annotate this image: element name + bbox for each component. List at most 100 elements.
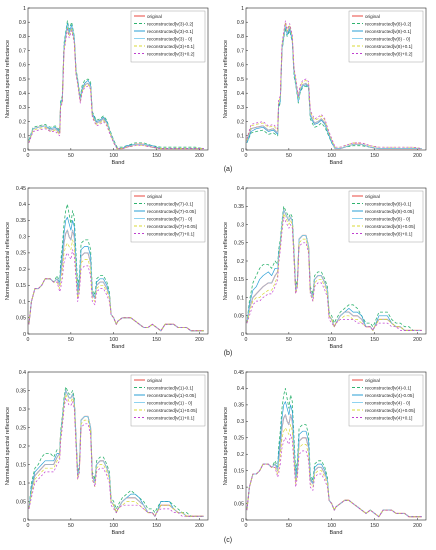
legend-label: original [365, 194, 380, 199]
x-tick-label: 0 [27, 337, 30, 343]
y-tick-label: 0.2 [237, 119, 244, 125]
series-line-5 [28, 397, 204, 517]
x-tick-label: 100 [109, 337, 118, 343]
y-tick-label: 0.45 [234, 370, 244, 376]
y-tick-label: 0.15 [16, 462, 26, 468]
x-tick-label: 150 [152, 523, 161, 529]
series-line-3 [28, 390, 204, 517]
y-tick-label: 0.8 [237, 34, 244, 40]
y-tick-label: 0 [23, 518, 26, 524]
y-tick-label: 0.05 [16, 499, 26, 505]
series-line-4 [246, 213, 422, 331]
legend-box [348, 374, 424, 427]
y-tick-label: 0.8 [19, 34, 26, 40]
legend-label: reconstructed[v(8)-0.1] [365, 201, 411, 206]
y-tick-label: 0 [241, 518, 244, 524]
y-tick-label: 0.2 [19, 444, 26, 450]
y-axis-label: Normalized spectral reflectance [223, 407, 229, 485]
legend-label: reconstructed[v(1) - 0] [147, 400, 192, 405]
x-axis-label: Band [329, 160, 342, 166]
y-tick-label: 0.1 [19, 481, 26, 487]
y-axis-label: Normalized spectral reflectance [5, 407, 11, 485]
y-tick-label: 0.2 [19, 119, 26, 125]
y-axis-label: Normalized spectral reflectance [5, 222, 11, 300]
y-tick-label: 0.05 [234, 314, 244, 320]
y-tick-label: 0.25 [234, 436, 244, 442]
y-tick-label: 0.2 [19, 267, 26, 273]
legend-label: reconstructed[v(8)-0.05] [365, 209, 414, 214]
legend-label: reconstructed[v(4)-0.05] [365, 393, 414, 398]
y-tick-label: 0.4 [237, 91, 244, 97]
y-tick-label: 0.05 [234, 501, 244, 507]
y-tick-label: 0.3 [237, 222, 244, 228]
legend-label: original [365, 378, 380, 383]
y-tick-label: 0.35 [234, 204, 244, 210]
y-tick-label: 0.4 [237, 386, 244, 392]
legend-label: reconstructed[v(3)-0.1] [147, 29, 193, 34]
y-tick-label: 0.45 [16, 186, 26, 192]
x-tick-label: 200 [195, 337, 204, 343]
y-axis-label: Normalized spectral reflectance [223, 40, 229, 118]
y-tick-label: 0.4 [19, 91, 26, 97]
y-tick-label: 0.35 [16, 218, 26, 224]
y-tick-label: 0.7 [19, 48, 26, 54]
legend-label: original [147, 14, 162, 19]
legend-label: reconstructed[v(1)+0.05] [147, 408, 197, 413]
y-tick-label: 0.6 [19, 63, 26, 69]
x-tick-label: 150 [370, 337, 379, 343]
legend: original reconstructed[v(3)-0.2] reconstru… [130, 10, 206, 63]
y-tick-label: 0.6 [237, 63, 244, 69]
x-tick-label: 150 [370, 153, 379, 159]
legend-label: reconstructed[v(7)-0.05] [147, 209, 196, 214]
chart-panel-bottom-right: 0 50 100 150 200 0 0.05 0.1 0.15 0.2 0.25 0.3 0.35 0.… [223, 370, 427, 536]
x-tick-label: 0 [245, 337, 248, 343]
x-tick-label: 50 [68, 337, 74, 343]
legend-label: reconstructed[v(1)-0.05] [147, 393, 196, 398]
x-tick-label: 200 [413, 153, 422, 159]
y-tick-label: 0.25 [16, 425, 26, 431]
x-axis-label: Band [329, 344, 342, 350]
x-tick-label: 150 [152, 337, 161, 343]
legend-label: reconstructed[v(7)-0.1] [147, 201, 193, 206]
series-line-5 [246, 216, 422, 331]
caption-c: (c) [223, 537, 233, 544]
legend-label: original [147, 194, 162, 199]
y-tick-label: 0.1 [237, 134, 244, 140]
legend-label: reconstructed[v(1)-0.1] [147, 385, 193, 390]
y-tick-label: 0.9 [237, 20, 244, 26]
legend-label: reconstructed[v(3)+0.2] [147, 51, 194, 56]
legend-label: reconstructed[v(8)+0.2] [365, 51, 412, 56]
x-tick-label: 200 [413, 337, 422, 343]
y-tick-label: 0.15 [234, 277, 244, 283]
legend-label: reconstructed[v(7) - 0] [147, 216, 192, 221]
x-tick-label: 200 [413, 523, 422, 529]
legend-label: original [365, 14, 380, 19]
series-line-3 [28, 24, 204, 149]
x-tick-label: 50 [286, 153, 292, 159]
y-tick-label: 0.1 [237, 485, 244, 491]
y-axis-label: Normalized spectral reflectance [5, 40, 11, 118]
series-line-5 [28, 28, 204, 149]
x-tick-label: 100 [327, 153, 336, 159]
series-line-5 [246, 434, 422, 518]
y-tick-label: 0.3 [237, 105, 244, 111]
legend: original reconstructed[v(1)-0.1] reconstru… [130, 374, 206, 427]
chart-panel-middle-left: 0 50 100 150 200 0 0.05 0.1 0.15 0.2 0.25 0.3 0.35 0.… [5, 186, 209, 350]
y-tick-label: 0.35 [16, 388, 26, 394]
legend-label: reconstructed[v(3)+0.1] [147, 44, 194, 49]
x-tick-label: 150 [152, 153, 161, 159]
legend-label: original [147, 378, 162, 383]
series-line-1 [246, 27, 422, 150]
y-tick-label: 0 [23, 148, 26, 154]
y-tick-label: 0.9 [19, 20, 26, 26]
x-tick-label: 50 [286, 523, 292, 529]
chart-panel-bottom-left: 0 50 100 150 200 0 0.05 0.1 0.15 0.2 0.25 0.3 0.35 0.… [5, 370, 209, 536]
x-tick-label: 50 [286, 337, 292, 343]
y-tick-label: 0.4 [19, 202, 26, 208]
series-line-5 [246, 20, 422, 149]
y-axis-label: Normalized spectral reflectance [223, 222, 229, 300]
legend-label: reconstructed[v(4)-0.1] [365, 385, 411, 390]
y-tick-label: 0.1 [237, 295, 244, 301]
legend: original reconstructed[v(7)-0.1] reconstru… [130, 190, 206, 243]
legend-label: reconstructed[v(8)+0.1] [365, 44, 412, 49]
